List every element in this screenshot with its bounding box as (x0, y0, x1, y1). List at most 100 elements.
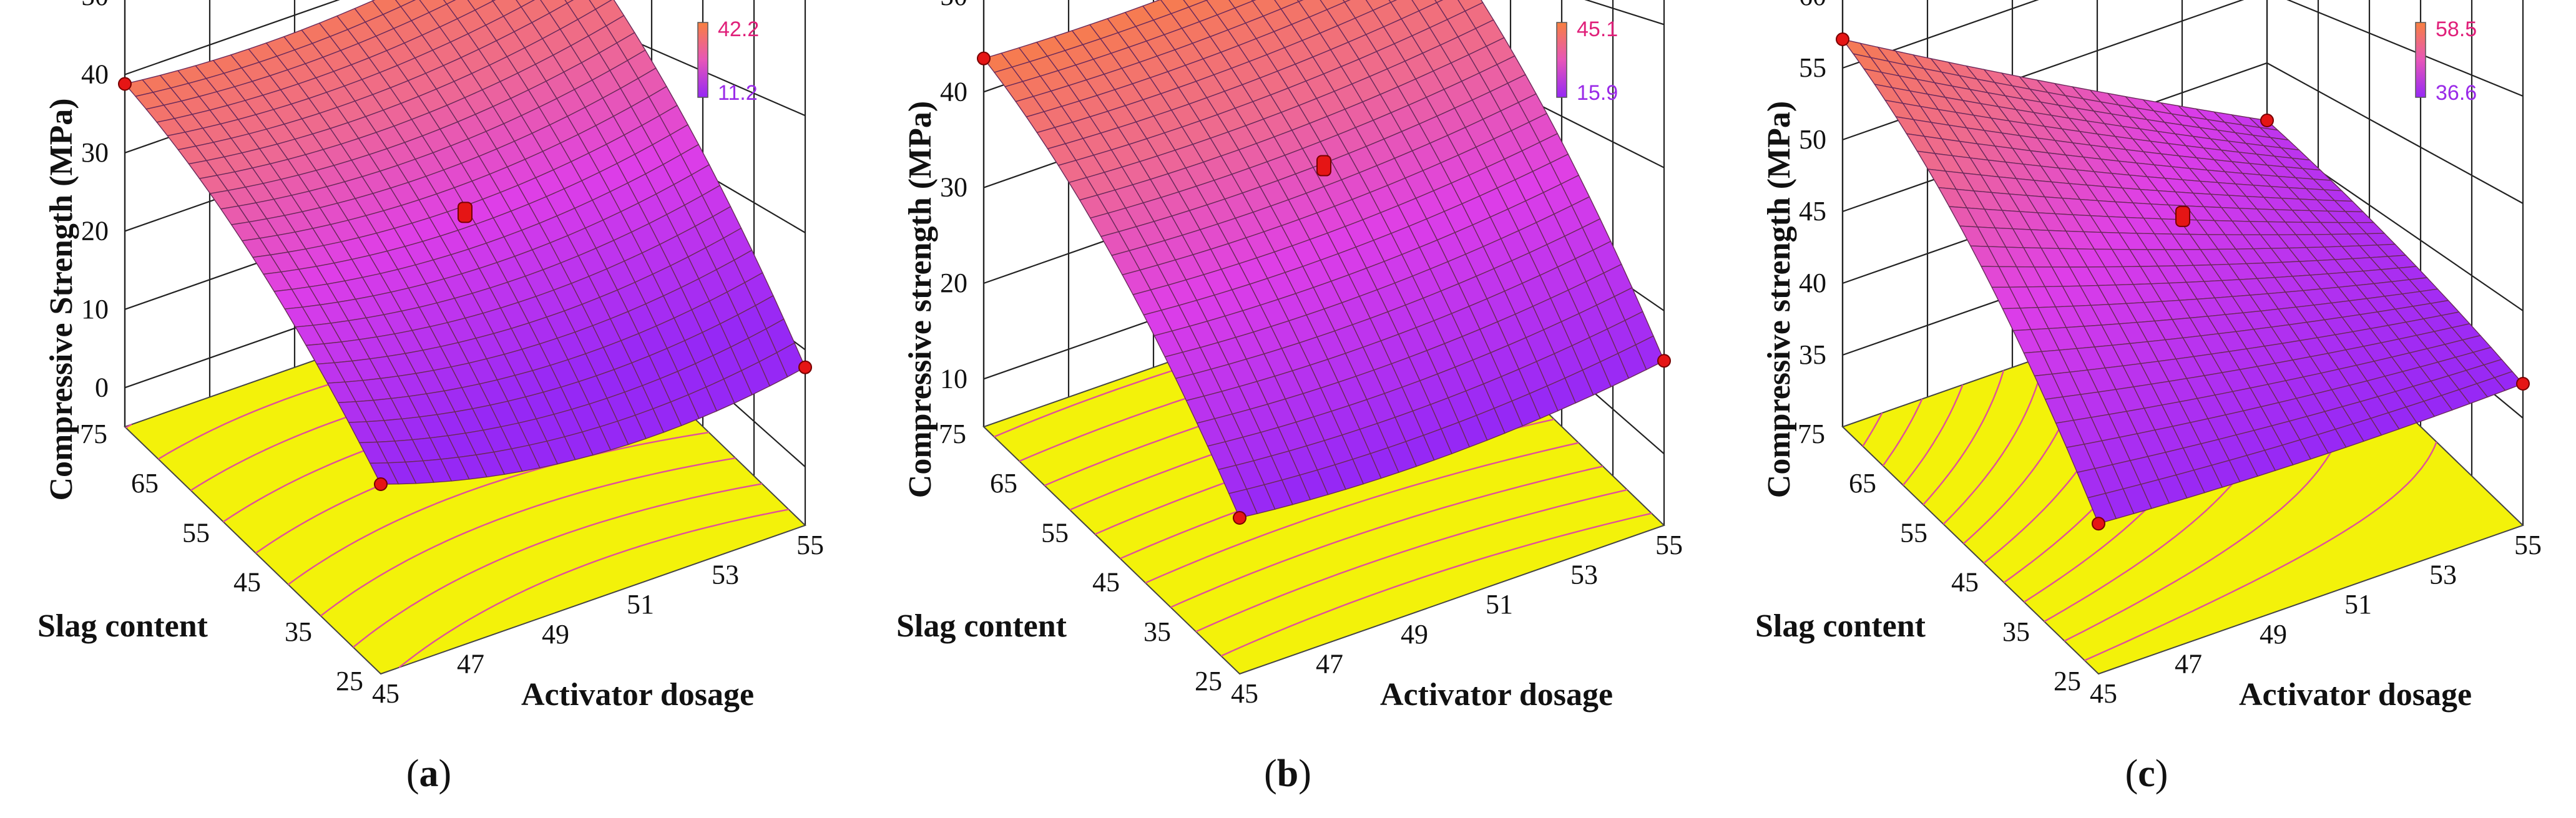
design-point (977, 51, 991, 66)
z-axis-label: Compressive Strength (MPa) (44, 98, 79, 500)
response-surface (124, 0, 806, 485)
x-tick-label: 49 (542, 619, 569, 650)
response-surface (982, 0, 1665, 519)
wall-horizontal-gridline (1842, 0, 2039, 69)
z-tick-label: 0 (95, 372, 109, 402)
y-tick-label: 35 (1144, 616, 1171, 647)
legend-color-bar (697, 22, 708, 98)
design-point (1233, 511, 1246, 525)
contour-line (320, 457, 736, 617)
legend-min-label: 36.6 (2436, 81, 2477, 105)
z-tick-label: 50 (940, 0, 967, 11)
design-point (1836, 32, 1849, 46)
contour-line (1170, 465, 1604, 608)
x-tick-label: 55 (1655, 530, 1683, 560)
z-tick-label: 50 (1799, 124, 1826, 155)
y-tick-label: 25 (336, 666, 363, 696)
z-tick-label: 40 (81, 59, 109, 89)
y-tick-label: 75 (939, 419, 966, 449)
x-tick-label: 49 (2260, 619, 2287, 650)
z-tick-label: 20 (940, 268, 967, 298)
design-point (374, 477, 388, 492)
y-tick-label: 45 (233, 567, 261, 598)
z-tick-label: 40 (940, 76, 967, 107)
x-tick-label: 51 (2344, 589, 2372, 620)
x-tick-label: 53 (2429, 560, 2457, 590)
chart-panel-a: 0 10 20 30 40 50 25 35 45 55 65 75 45 47 49 51 53 55 Compr… (0, 0, 858, 818)
center-design-point (1316, 155, 1331, 177)
contour-line (1145, 442, 1579, 584)
x-axis-label: Activator dosage (521, 677, 754, 713)
y-tick-label: 45 (1092, 567, 1120, 598)
z-tick-label: 50 (81, 0, 109, 11)
y-tick-label: 55 (1900, 517, 1927, 548)
y-tick-label: 65 (990, 468, 1017, 499)
x-tick-label: 45 (1231, 678, 1258, 709)
x-tick-label: 51 (1486, 589, 1513, 620)
legend-color-bar (2415, 22, 2426, 98)
x-tick-label: 53 (1570, 560, 1598, 590)
z-tick-label: 40 (1799, 268, 1826, 298)
x-tick-label: 47 (457, 648, 484, 679)
x-tick-label: 51 (627, 589, 654, 620)
contour-line (1882, 398, 1923, 467)
y-tick-label: 75 (80, 419, 107, 449)
caption-close-paren: ) (2155, 752, 2168, 795)
y-tick-label: 35 (2002, 616, 2030, 647)
surface-plot-c: 354045505560253545556575454749515355Comp… (1755, 0, 2542, 795)
z-axis-label: Compressive strength (MPa) (903, 101, 938, 498)
z-tick-label: 10 (81, 294, 109, 324)
design-point (2260, 114, 2274, 127)
legend-min-label: 11.2 (718, 81, 758, 105)
x-tick-label: 53 (712, 560, 739, 590)
caption-open-paren: ( (2125, 752, 2138, 795)
z-tick-label: 30 (940, 172, 967, 203)
z-axis-label: Compressive strength (MPa) (1761, 101, 1797, 498)
y-tick-label: 65 (1849, 468, 1876, 499)
z-tick-label: 60 (1799, 0, 1826, 11)
x-tick-label: 49 (1401, 619, 1428, 650)
surface-plot-b: 10 20 30 40 50 25 35 45 55 65 75 45 47 49 51 53 55 Compre… (896, 0, 1683, 795)
legend-max-label: 45.1 (1577, 17, 1618, 41)
panel-caption: (a) (406, 752, 451, 795)
chart-panel-b: 10 20 30 40 50 25 35 45 55 65 75 45 47 49 51 53 55 Compre… (859, 0, 1717, 818)
y-tick-label: 35 (285, 616, 312, 647)
caption-close-paren: ) (1298, 752, 1311, 795)
z-tick-label: 35 (1799, 339, 1826, 370)
caption-letter: c (2138, 752, 2155, 795)
z-tick-label: 55 (1799, 52, 1826, 83)
x-tick-label: 55 (796, 530, 824, 560)
caption-open-paren: ( (1264, 752, 1277, 795)
x-tick-label: 47 (1316, 648, 1343, 679)
y-tick-label: 75 (1798, 419, 1825, 449)
y-tick-label: 65 (131, 468, 159, 499)
x-tick-label: 45 (2090, 678, 2117, 709)
contour-line (1220, 512, 1652, 657)
panel-caption: (b) (1264, 752, 1311, 795)
y-tick-label: 25 (1195, 666, 1222, 696)
y-tick-label: 55 (182, 517, 210, 548)
y-axis-label: Slag content (1755, 608, 1926, 644)
x-axis-label: Activator dosage (1380, 677, 1613, 713)
center-design-point (458, 202, 473, 223)
x-tick-label: 47 (2175, 648, 2202, 679)
contour-line (1862, 412, 1883, 447)
contour-line (1922, 370, 2005, 505)
y-tick-label: 45 (1951, 567, 1979, 598)
design-point (2516, 376, 2530, 391)
z-tick-label: 45 (1799, 196, 1826, 226)
x-tick-label: 55 (2514, 530, 2542, 560)
caption-letter: a (419, 752, 439, 795)
design-point (118, 77, 132, 91)
chart-panel-c: 354045505560253545556575454749515355Comp… (1718, 0, 2576, 818)
caption-close-paren: ) (439, 752, 452, 795)
z-tick-label: 30 (81, 137, 109, 168)
design-point (798, 360, 812, 374)
wall-horizontal-gridline (124, 0, 340, 75)
contour-line (1195, 489, 1628, 633)
x-axis-label: Activator dosage (2239, 677, 2472, 713)
contour-line (398, 509, 789, 668)
caption-letter: b (1277, 752, 1298, 795)
z-tick-label: 20 (81, 215, 109, 246)
y-axis-label: Slag content (37, 608, 208, 644)
